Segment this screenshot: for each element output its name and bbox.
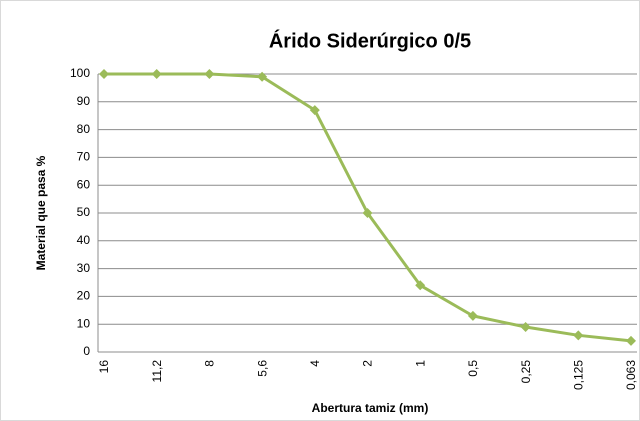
marker xyxy=(415,280,426,291)
y-tick-label: 50 xyxy=(77,205,91,219)
y-tick-label: 40 xyxy=(77,233,91,247)
x-tick-label: 11,2 xyxy=(150,360,164,383)
x-tick-label: 8 xyxy=(203,360,217,367)
y-axis-label: Material que pasa % xyxy=(34,155,48,270)
marker xyxy=(309,105,320,116)
x-tick-label: 5,6 xyxy=(255,360,269,377)
marker xyxy=(520,321,531,332)
y-tick-label: 60 xyxy=(77,177,91,191)
y-tick-label: 30 xyxy=(77,261,91,275)
marker xyxy=(626,335,636,346)
marker xyxy=(99,69,109,79)
x-axis-label: Abertura tamiz (mm) xyxy=(312,401,429,415)
marker xyxy=(257,71,268,82)
marker xyxy=(362,208,373,218)
x-tick-label: 1 xyxy=(413,360,427,367)
y-tick-label: 20 xyxy=(77,289,91,303)
y-tick-label: 0 xyxy=(83,344,90,358)
x-tick-label: 0,125 xyxy=(571,360,585,390)
y-tick-label: 10 xyxy=(77,316,91,330)
marker xyxy=(467,310,478,321)
marker xyxy=(204,69,215,79)
y-tick-label: 100 xyxy=(70,66,90,80)
x-tick-label: 2 xyxy=(361,360,375,367)
y-tick-label: 70 xyxy=(77,150,91,164)
x-tick-label: 16 xyxy=(97,360,111,374)
x-tick-label: 4 xyxy=(308,360,322,367)
x-tick-label: 0,063 xyxy=(624,360,638,390)
y-tick-label: 80 xyxy=(77,122,91,136)
chart-title: Árido Siderúrgico 0/5 xyxy=(269,29,471,52)
x-tick-label: 0,25 xyxy=(519,360,533,384)
marker xyxy=(151,69,162,79)
y-tick-label: 90 xyxy=(77,94,91,108)
marker xyxy=(573,330,584,341)
x-tick-label: 0,5 xyxy=(466,360,480,377)
